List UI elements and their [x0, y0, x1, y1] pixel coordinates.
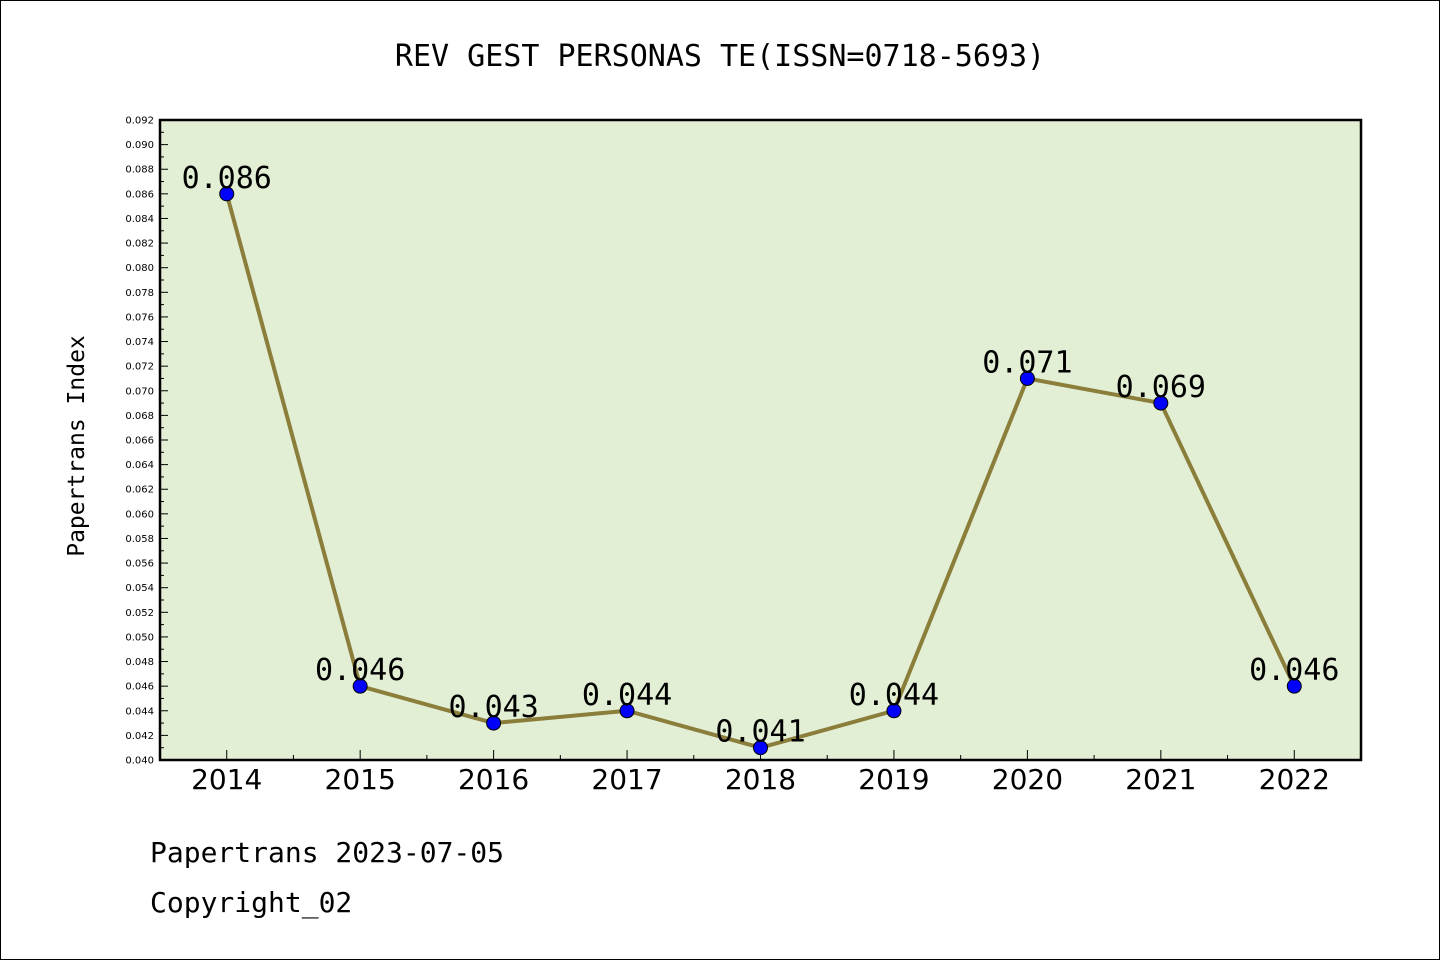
- y-tick-label: 0.074: [125, 337, 154, 348]
- data-label: 0.043: [448, 690, 538, 725]
- data-point: [619, 703, 635, 719]
- data-point: [753, 740, 768, 756]
- y-tick-label: 0.070: [125, 386, 154, 397]
- x-tick-label: 2015: [325, 763, 396, 796]
- data-point: [352, 678, 368, 694]
- y-axis-label: Papertrans Index: [64, 335, 90, 557]
- y-tick-label: 0.054: [125, 583, 154, 594]
- y-tick-label: 0.092: [125, 116, 154, 127]
- y-tick-label: 0.082: [125, 239, 154, 250]
- y-tick-label: 0.072: [125, 362, 154, 373]
- data-label: 0.046: [315, 653, 405, 688]
- data-label: 0.044: [582, 678, 672, 713]
- data-point: [1019, 370, 1035, 386]
- data-point: [1286, 678, 1302, 694]
- y-tick-label: 0.046: [125, 682, 154, 693]
- data-label: 0.046: [1249, 653, 1339, 688]
- x-tick-label: 2021: [1125, 763, 1196, 796]
- footer-date: Papertrans 2023-07-05: [150, 836, 505, 869]
- y-tick-label: 0.044: [125, 706, 154, 717]
- y-tick-label: 0.090: [125, 140, 154, 151]
- y-tick-label: 0.062: [125, 485, 154, 496]
- y-tick-label: 0.080: [125, 263, 154, 274]
- y-tick-label: 0.064: [125, 460, 154, 471]
- data-labels: 0.086 0.046 0.043 0.044 0.041 0.044 0.071 0.069…: [182, 161, 1340, 750]
- x-tick-label: 2022: [1259, 763, 1330, 796]
- y-axis: 0.040 0.042 0.044 0.046 0.048 0.050 0.052 0.054…: [125, 116, 168, 767]
- y-tick-label: 0.066: [125, 436, 154, 447]
- x-tick-label: 2019: [858, 763, 929, 796]
- data-point: [886, 703, 902, 719]
- x-axis: 2014 2015 2016 2017 2018 2019 2020 2021 2022: [159, 750, 1362, 796]
- y-tick-label: 0.052: [125, 608, 154, 619]
- y-tick-label: 0.050: [125, 632, 154, 643]
- y-tick-label: 0.076: [125, 312, 154, 323]
- x-tick-label: 2014: [191, 763, 262, 796]
- y-tick-label: 0.048: [125, 657, 154, 668]
- y-tick-label: 0.040: [125, 756, 154, 767]
- y-tick-label: 0.078: [125, 288, 154, 299]
- x-tick-label: 2020: [992, 763, 1063, 796]
- y-tick-label: 0.058: [125, 534, 154, 545]
- data-points: [219, 186, 1302, 756]
- data-label: 0.044: [849, 678, 939, 713]
- data-point: [486, 715, 502, 731]
- y-tick-label: 0.084: [125, 214, 154, 225]
- y-tick-label: 0.056: [125, 559, 154, 570]
- y-tick-label: 0.068: [125, 411, 154, 422]
- x-tick-label: 2016: [458, 763, 529, 796]
- data-label: 0.041: [715, 715, 805, 750]
- footer-copyright: Copyright_02: [150, 886, 353, 919]
- data-label: 0.069: [1116, 370, 1206, 405]
- y-tick-label: 0.086: [125, 189, 154, 200]
- y-tick-label: 0.088: [125, 165, 154, 176]
- x-tick-label: 2018: [725, 763, 796, 796]
- data-label: 0.086: [182, 161, 272, 196]
- chart-title: REV GEST PERSONAS TE(ISSN=0718-5693): [395, 39, 1045, 74]
- data-point: [1153, 395, 1169, 411]
- plot-area: [158, 118, 1363, 762]
- y-tick-label: 0.060: [125, 509, 154, 520]
- data-label: 0.071: [982, 345, 1072, 380]
- x-tick-label: 2017: [591, 763, 662, 796]
- y-tick-label: 0.042: [125, 731, 154, 742]
- data-point: [219, 186, 235, 202]
